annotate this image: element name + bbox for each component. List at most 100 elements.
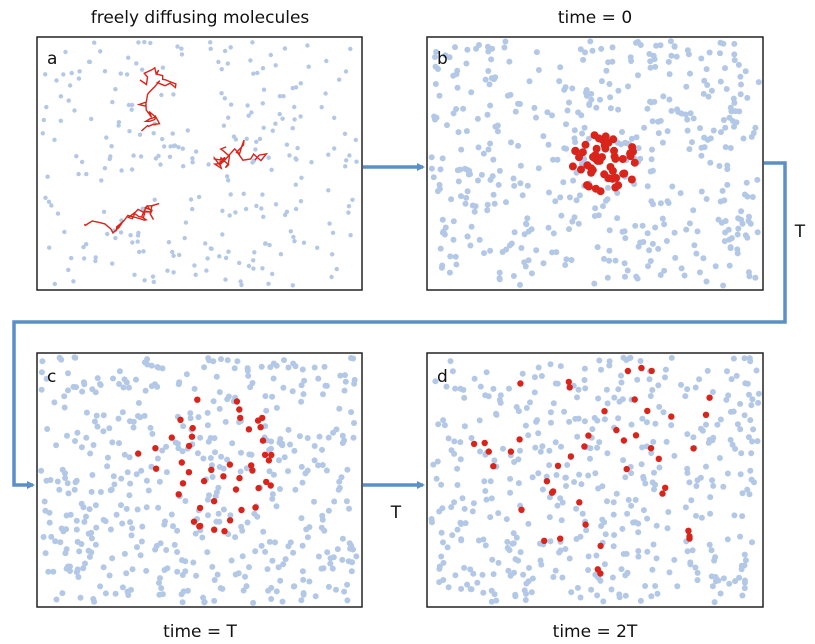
molecule xyxy=(751,479,757,486)
molecule xyxy=(104,135,109,140)
molecule xyxy=(74,154,79,159)
molecule xyxy=(322,382,329,389)
molecule xyxy=(270,128,275,133)
molecule xyxy=(231,365,238,372)
molecule xyxy=(474,579,481,586)
molecule xyxy=(533,247,540,254)
tagged-molecule xyxy=(481,439,488,447)
molecule xyxy=(574,584,581,591)
molecule xyxy=(660,93,667,100)
molecule xyxy=(251,266,256,271)
molecule xyxy=(80,565,87,572)
molecule xyxy=(339,556,346,563)
molecule xyxy=(557,363,564,370)
molecule xyxy=(324,58,329,64)
molecule xyxy=(487,514,494,521)
molecule xyxy=(684,431,691,438)
molecule xyxy=(589,426,596,433)
tagged-molecule xyxy=(226,461,234,468)
molecule xyxy=(299,479,306,486)
molecule xyxy=(488,598,495,605)
molecule xyxy=(119,584,126,591)
molecule xyxy=(666,569,673,576)
molecule xyxy=(342,131,348,136)
molecule xyxy=(747,467,754,474)
molecule xyxy=(88,488,95,495)
molecule xyxy=(298,398,305,405)
molecule xyxy=(561,408,568,415)
tagged-molecule xyxy=(485,448,492,455)
molecule xyxy=(342,372,348,379)
molecule xyxy=(59,590,66,597)
molecule xyxy=(646,247,653,254)
tagged-molecule xyxy=(632,432,640,439)
molecule xyxy=(121,451,128,458)
molecule xyxy=(98,49,103,54)
molecule xyxy=(566,418,573,425)
molecule xyxy=(691,242,698,249)
molecule xyxy=(135,233,141,238)
tagged-molecule xyxy=(611,183,620,192)
tagged-molecule xyxy=(582,521,589,528)
molecule xyxy=(156,579,162,586)
molecule xyxy=(599,483,606,490)
molecule xyxy=(575,386,582,393)
molecule xyxy=(463,60,470,67)
molecule xyxy=(453,106,460,112)
molecule xyxy=(665,509,672,515)
molecule xyxy=(354,159,359,164)
molecule xyxy=(344,581,351,588)
tagged-molecule xyxy=(655,455,662,462)
tagged-molecule xyxy=(620,437,628,444)
molecule xyxy=(722,144,729,151)
molecule xyxy=(171,270,176,275)
molecule xyxy=(140,67,145,72)
molecule xyxy=(432,81,439,87)
molecule xyxy=(686,479,693,486)
molecule xyxy=(512,591,519,598)
molecule xyxy=(449,368,456,375)
molecule xyxy=(503,516,510,523)
molecule xyxy=(445,584,452,591)
molecule xyxy=(147,424,154,431)
molecule xyxy=(97,489,104,495)
molecule xyxy=(681,272,688,279)
tagged-molecule xyxy=(638,364,645,372)
molecule xyxy=(137,552,144,559)
molecule xyxy=(750,426,757,433)
molecule xyxy=(529,575,536,582)
molecule xyxy=(43,195,48,200)
molecule xyxy=(45,174,50,179)
dot-layer xyxy=(38,38,762,606)
molecule xyxy=(244,136,249,141)
molecule xyxy=(561,86,568,93)
molecule xyxy=(258,542,265,549)
molecule xyxy=(245,372,252,379)
molecule xyxy=(624,570,631,577)
molecule xyxy=(703,463,709,470)
molecule xyxy=(181,164,186,169)
tagged-molecule xyxy=(518,506,525,513)
molecule xyxy=(320,391,326,398)
molecule xyxy=(252,250,257,255)
tagged-molecule xyxy=(268,451,275,459)
molecule xyxy=(193,272,198,277)
molecule xyxy=(115,415,122,422)
molecule xyxy=(344,466,351,473)
tagged-molecule xyxy=(706,394,713,401)
molecule xyxy=(44,426,51,432)
molecule xyxy=(638,461,645,468)
molecule xyxy=(694,569,701,576)
molecule xyxy=(630,519,637,526)
molecule xyxy=(558,443,564,450)
molecule xyxy=(282,46,288,51)
molecule xyxy=(742,380,749,387)
molecule xyxy=(550,156,556,163)
molecule xyxy=(298,382,305,389)
molecule xyxy=(261,125,266,130)
molecule xyxy=(454,482,461,488)
molecule xyxy=(464,188,471,195)
molecule xyxy=(449,532,456,539)
molecule xyxy=(701,134,708,141)
molecule xyxy=(698,514,705,521)
